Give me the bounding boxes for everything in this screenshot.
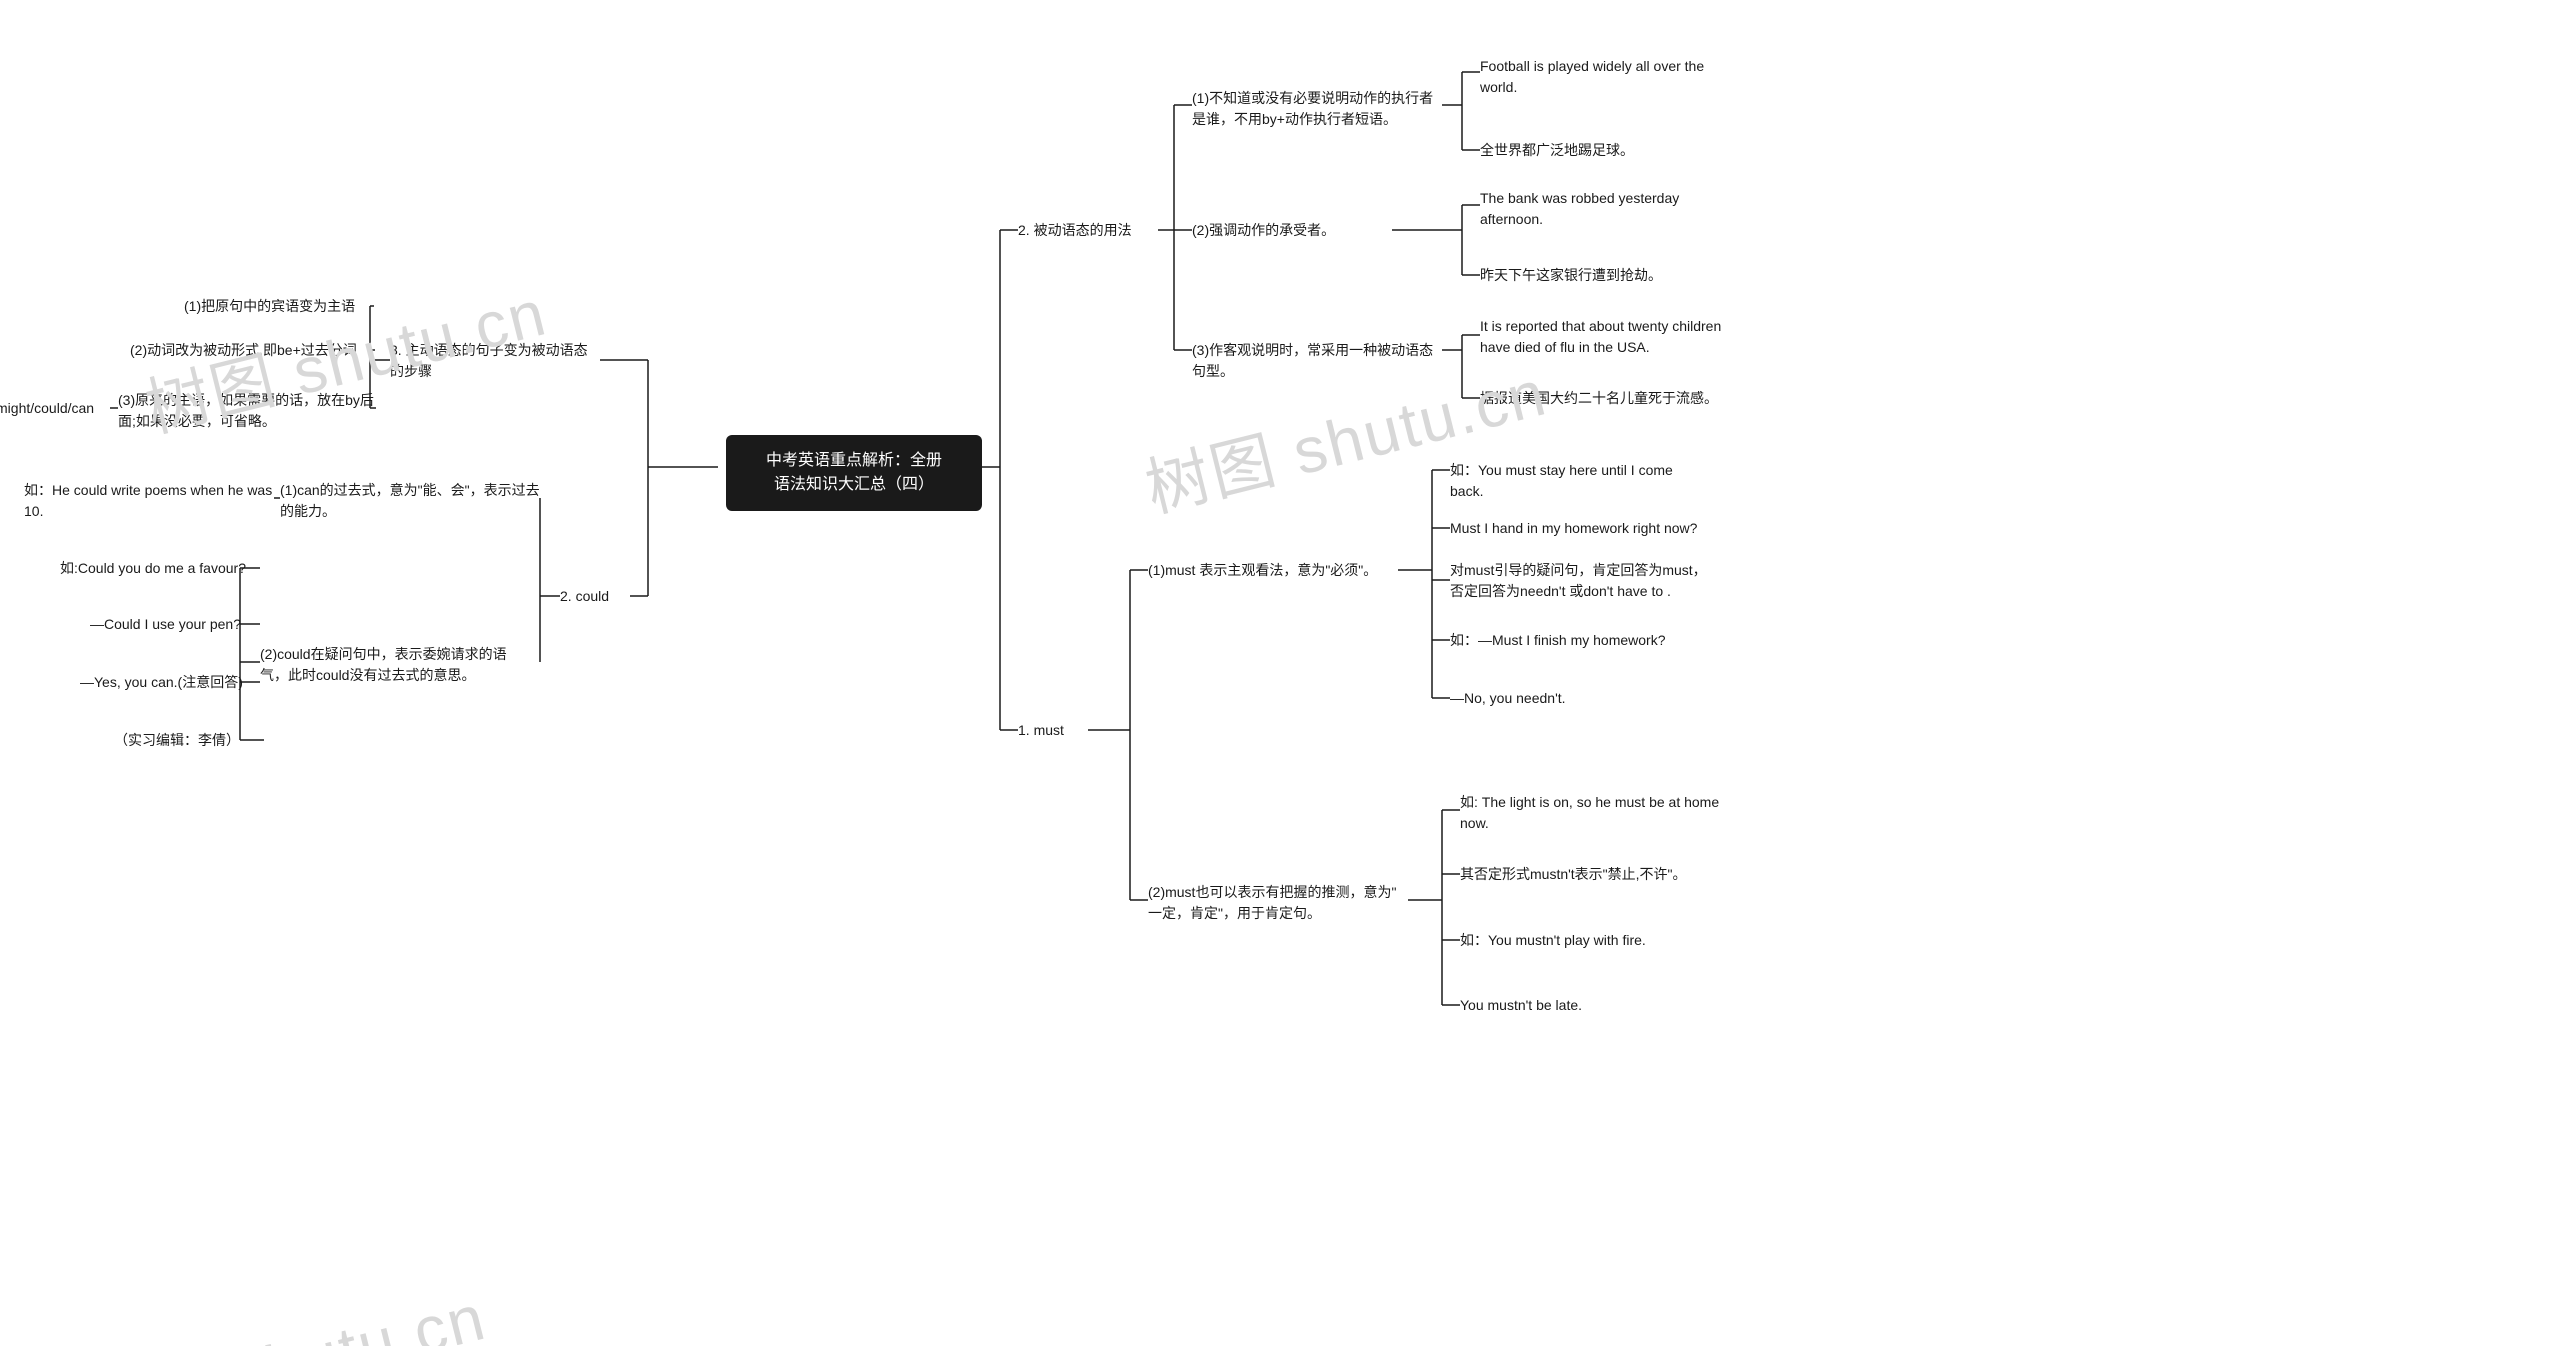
node-r1c1: It is reported that about twenty childre…: [1480, 316, 1740, 358]
node-l1c: (3)原来的主语，如果需要的话，放在by后面;如果没必要，可省略。: [118, 390, 376, 432]
node-l2b3: —Yes, you can.(注意回答): [80, 672, 260, 693]
node-r1b: (2)强调动作的承受者。: [1192, 220, 1392, 241]
node-l2a1: 如：He could write poems when he was 10.: [24, 480, 274, 522]
node-r1c: (3)作客观说明时，常采用一种被动语态句型。: [1192, 340, 1442, 382]
node-r1c2: 据报道美国大约二十名儿童死于流感。: [1480, 388, 1740, 409]
node-r2a5: —No, you needn't.: [1450, 688, 1710, 709]
node-l1a: (1)把原句中的宾语变为主语: [184, 296, 374, 317]
node-l2b: (2)could在疑问句中，表示委婉请求的语气，此时could没有过去式的意思。: [260, 644, 520, 686]
root-line2: 语法知识大汇总（四）: [744, 473, 964, 497]
node-r1a2: 全世界都广泛地踢足球。: [1480, 140, 1720, 161]
node-r1b1: The bank was robbed yesterday afternoon.: [1480, 188, 1720, 230]
node-r2a4: 如：—Must I finish my homework?: [1450, 630, 1710, 651]
node-r2a1: 如：You must stay here until I come back.: [1450, 460, 1710, 502]
root-node: 中考英语重点解析：全册 语法知识大汇总（四）: [726, 435, 982, 511]
node-l1b: (2)动词改为被动形式,即be+过去分词: [130, 340, 375, 361]
node-l2b1: 如:Could you do me a favour?: [60, 558, 260, 579]
node-r2b2: 其否定形式mustn't表示"禁止,不许"。: [1460, 864, 1720, 885]
node-r2b4: You mustn't be late.: [1460, 995, 1720, 1016]
node-l2: 2. could: [560, 586, 630, 607]
node-r2a2: Must I hand in my homework right now?: [1450, 518, 1710, 539]
node-r2b1: 如: The light is on, so he must be at hom…: [1460, 792, 1720, 834]
node-l1: 3. 主动语态的句子变为被动语态的步骤: [390, 340, 600, 382]
node-r2a3: 对must引导的疑问句，肯定回答为must，否定回答为needn't 或don'…: [1450, 560, 1710, 602]
node-l2b2: —Could I use your pen?: [90, 614, 260, 635]
node-l2b4: （实习编辑：李倩）: [114, 730, 264, 751]
node-r1: 2. 被动语态的用法: [1018, 220, 1158, 241]
node-r2b: (2)must也可以表示有把握的推测，意为" 一定，肯定"，用于肯定句。: [1148, 882, 1408, 924]
node-l2a: (1)can的过去式，意为"能、会"，表示过去的能力。: [280, 480, 540, 522]
node-r2a: (1)must 表示主观看法，意为"必须"。: [1148, 560, 1398, 581]
node-l1c1: 五. must/might/could/can: [0, 398, 110, 419]
node-r1b2: 昨天下午这家银行遭到抢劫。: [1480, 265, 1720, 286]
root-line1: 中考英语重点解析：全册: [744, 449, 964, 473]
node-r2: 1. must: [1018, 720, 1088, 741]
node-r1a1: Football is played widely all over the w…: [1480, 56, 1720, 98]
node-r1a: (1)不知道或没有必要说明动作的执行者是谁，不用by+动作执行者短语。: [1192, 88, 1442, 130]
node-r2b3: 如：You mustn't play with fire.: [1460, 930, 1720, 951]
watermark-2: shutu.cn: [225, 1280, 493, 1346]
